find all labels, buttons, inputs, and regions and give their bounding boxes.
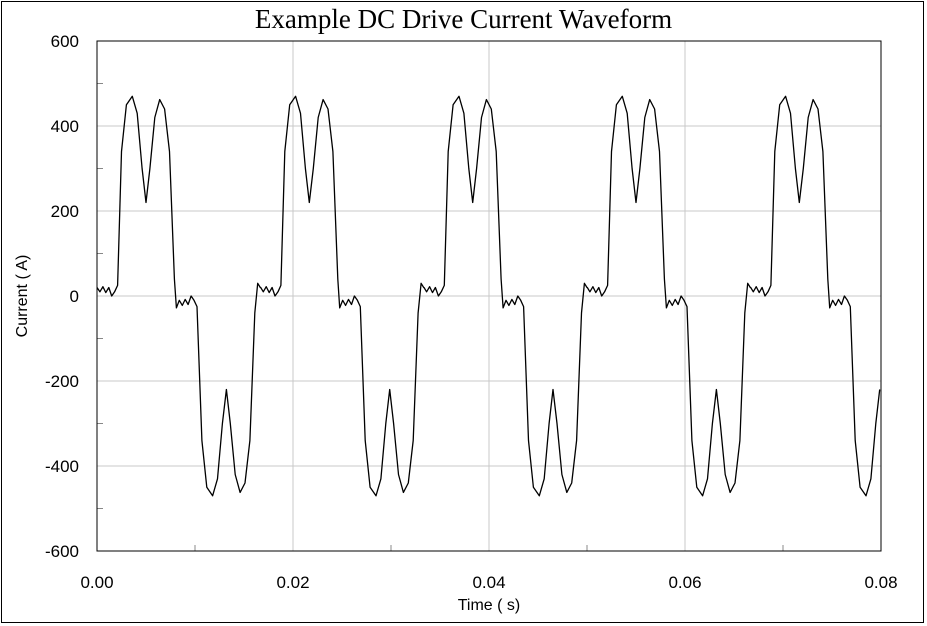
current-waveform-line — [96, 95, 881, 497]
y-axis-ticks: 600 400 200 0 -200 -400 -600 — [45, 32, 79, 561]
y-tick-label: 600 — [51, 32, 79, 51]
x-axis-ticks: 0.00 0.02 0.04 0.06 0.08 — [80, 573, 897, 592]
x-tick-label: 0.06 — [668, 573, 701, 592]
minor-ticks — [97, 83, 784, 551]
y-tick-label: 200 — [51, 202, 79, 221]
x-tick-label: 0.00 — [80, 573, 113, 592]
plot-area — [96, 40, 882, 552]
y-axis-label: Current ( A) — [14, 255, 31, 338]
series-group — [96, 95, 881, 497]
y-tick-label: -200 — [45, 372, 79, 391]
y-tick-label: 0 — [70, 287, 79, 306]
y-tick-label: -400 — [45, 457, 79, 476]
y-tick-label: 400 — [51, 117, 79, 136]
x-tick-label: 0.08 — [864, 573, 897, 592]
chart-title: Example DC Drive Current Waveform — [254, 4, 673, 34]
x-axis-label: Time ( s) — [458, 597, 521, 614]
grid-lines — [96, 40, 882, 552]
x-tick-label: 0.02 — [276, 573, 309, 592]
x-tick-label: 0.04 — [472, 573, 505, 592]
y-tick-label: -600 — [45, 542, 79, 561]
